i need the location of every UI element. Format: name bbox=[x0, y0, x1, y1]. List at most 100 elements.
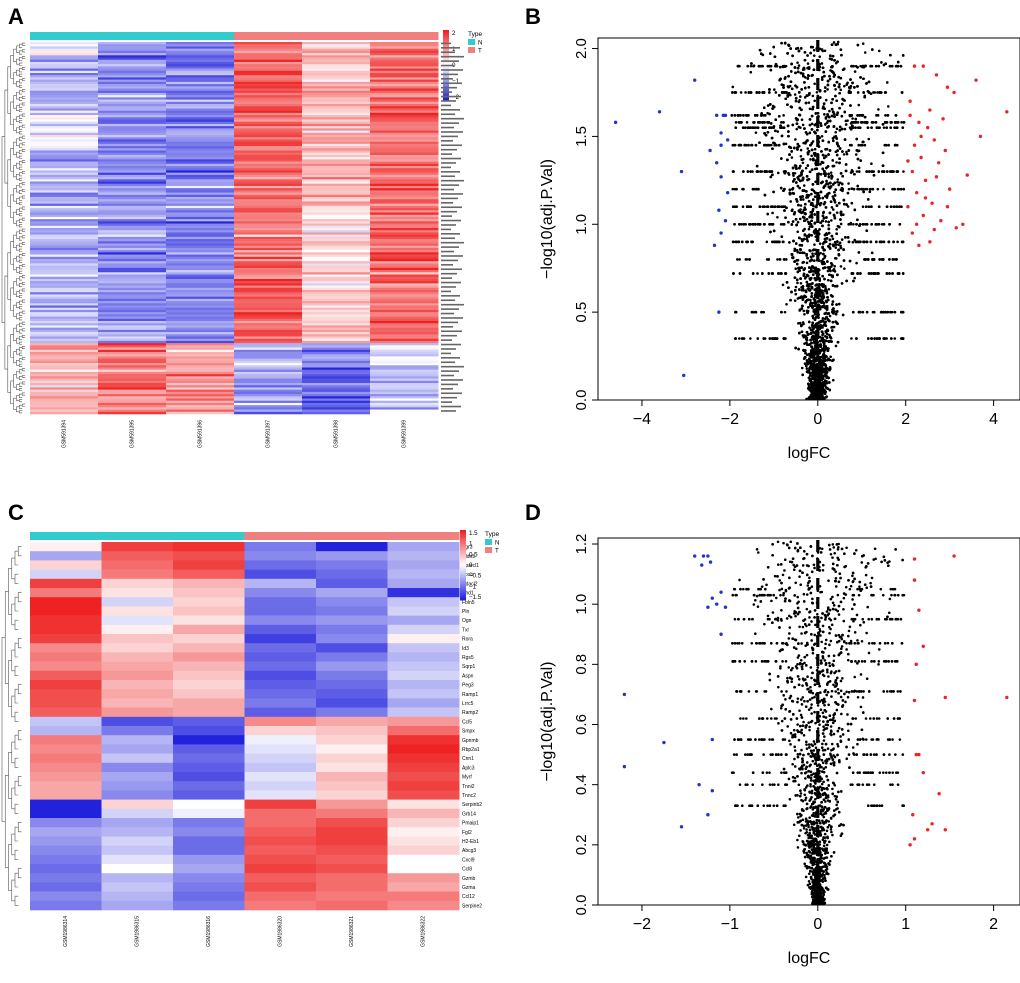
heatmap-cell bbox=[166, 234, 235, 238]
heatmap-cell bbox=[370, 378, 439, 382]
dendrogram-branch bbox=[19, 136, 23, 141]
legend-type-title: Type bbox=[468, 31, 482, 38]
ns-point bbox=[796, 281, 799, 285]
heatmap-cell bbox=[166, 84, 235, 87]
heatmap-cell bbox=[30, 88, 99, 92]
heatmap-cell bbox=[370, 263, 439, 266]
heatmap-cell bbox=[30, 170, 99, 173]
heatmap-cell bbox=[98, 137, 167, 140]
heatmap-cell bbox=[98, 378, 167, 382]
ns-point bbox=[847, 187, 851, 191]
heatmap-cell bbox=[370, 137, 439, 140]
dendrogram-branch bbox=[19, 114, 23, 119]
y-axis-label: −log10(adj.P.Val) bbox=[539, 159, 556, 279]
heatmap-cell bbox=[302, 221, 371, 224]
heatmap-cell bbox=[98, 181, 167, 185]
heatmap-cell bbox=[30, 400, 99, 404]
heatmap-cell bbox=[30, 183, 99, 187]
sample-label: GSM591398 bbox=[333, 420, 339, 448]
heatmap-cell bbox=[166, 287, 235, 291]
heatmap-cell bbox=[30, 126, 99, 129]
heatmap-cell bbox=[166, 323, 235, 326]
heatmap-cell bbox=[98, 290, 167, 293]
heatmap-cell bbox=[234, 170, 303, 173]
ns-point bbox=[804, 76, 807, 79]
heatmap-cell bbox=[30, 294, 99, 297]
heatmap-cell bbox=[234, 318, 303, 322]
heatmap-cell bbox=[30, 241, 99, 244]
heatmap-cell bbox=[30, 305, 99, 309]
heatmap-cell bbox=[166, 343, 235, 346]
ns-point bbox=[811, 140, 815, 143]
heatmap-cell bbox=[302, 115, 371, 118]
heatmap-cell bbox=[302, 294, 371, 297]
heatmap-cell bbox=[166, 188, 235, 191]
heatmap-cell bbox=[166, 334, 235, 337]
heatmap-cell bbox=[98, 44, 167, 47]
heatmap-cell bbox=[98, 285, 167, 289]
heatmap-cell bbox=[302, 321, 371, 324]
heatmap-cell bbox=[166, 81, 235, 85]
heatmap-cell bbox=[370, 283, 439, 286]
heatmap-cell bbox=[166, 252, 235, 255]
heatmap-cell bbox=[98, 321, 167, 324]
heatmap-cell bbox=[166, 97, 235, 100]
ns-point bbox=[829, 171, 833, 174]
heatmap-cell bbox=[234, 316, 303, 320]
heatmap-cell bbox=[98, 157, 167, 160]
heatmap-cell bbox=[302, 146, 371, 149]
ns-point bbox=[826, 278, 830, 282]
dendrogram-branch bbox=[16, 360, 20, 366]
heatmap-cell bbox=[166, 179, 235, 182]
heatmap-cell bbox=[302, 137, 371, 140]
ns-point bbox=[793, 93, 797, 96]
gene-label-mark bbox=[441, 308, 459, 310]
dendrogram-branch bbox=[19, 84, 23, 88]
row-dendrogram bbox=[1, 42, 26, 414]
heatmap-cell bbox=[30, 347, 99, 351]
dendrogram-branch bbox=[21, 102, 26, 106]
color-scale-step bbox=[443, 70, 449, 73]
dendrogram-branch bbox=[16, 174, 20, 180]
dendrogram-branch bbox=[19, 202, 23, 206]
heatmap-cell bbox=[370, 252, 439, 255]
ns-point bbox=[900, 121, 903, 124]
heatmap-cell bbox=[370, 321, 439, 324]
heatmap-cell bbox=[370, 48, 439, 52]
dendrogram-branch bbox=[10, 380, 14, 405]
dendrogram-branch bbox=[19, 276, 23, 281]
heatmap-cell bbox=[98, 163, 167, 167]
heatmap-cell bbox=[98, 141, 167, 145]
ns-point bbox=[835, 161, 838, 164]
dendrogram-branch bbox=[16, 209, 20, 216]
heatmap-cell bbox=[30, 199, 99, 202]
heatmap-cell bbox=[234, 190, 303, 193]
heatmap-cell bbox=[166, 46, 235, 49]
dendrogram-branch bbox=[19, 68, 23, 73]
heatmap-cell bbox=[30, 128, 99, 131]
heatmap-cell bbox=[166, 139, 235, 142]
heatmap-cell bbox=[98, 225, 167, 229]
heatmap-cell bbox=[234, 307, 303, 311]
heatmap-cell bbox=[234, 95, 303, 98]
heatmap-cell bbox=[370, 298, 439, 302]
heatmap-cell bbox=[98, 110, 167, 114]
dendrogram-branch bbox=[16, 92, 20, 100]
heatmap-cell bbox=[302, 208, 371, 211]
ns-point bbox=[811, 252, 814, 255]
heatmap-cell bbox=[234, 177, 303, 180]
heatmap-cell bbox=[370, 55, 439, 58]
heatmap-cell bbox=[166, 378, 235, 382]
dendrogram-branch bbox=[19, 352, 23, 356]
heatmap-cell bbox=[98, 81, 167, 85]
ns-point bbox=[789, 93, 792, 97]
gene-label-mark bbox=[441, 233, 460, 235]
heatmap-cell bbox=[166, 402, 235, 406]
heatmap-cell bbox=[302, 88, 371, 92]
heatmap-cell bbox=[166, 409, 235, 413]
gene-label-mark bbox=[441, 78, 453, 80]
heatmap-cell bbox=[98, 325, 167, 328]
panel-letter-a: A bbox=[8, 4, 24, 29]
dendrogram-branch bbox=[10, 334, 14, 358]
heatmap-cell bbox=[370, 50, 439, 54]
